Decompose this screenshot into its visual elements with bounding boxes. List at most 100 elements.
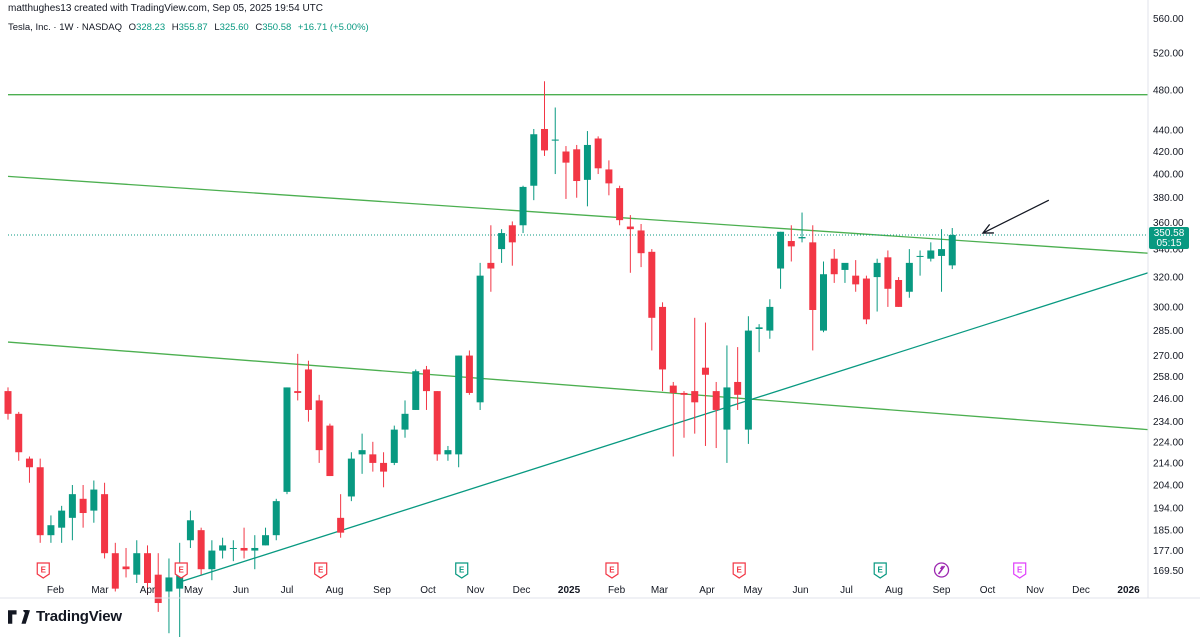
candle-up[interactable]: [948, 228, 956, 270]
candle-up[interactable]: [455, 355, 463, 468]
candle-up[interactable]: [916, 250, 924, 276]
trendline[interactable]: [7, 175, 1149, 254]
candle-down[interactable]: [380, 452, 388, 488]
candle-up[interactable]: [68, 485, 76, 541]
candle-down[interactable]: [304, 360, 312, 422]
candle-down[interactable]: [669, 381, 677, 457]
candle-down[interactable]: [326, 423, 334, 477]
candle-down[interactable]: [240, 527, 248, 559]
candle-up[interactable]: [744, 316, 752, 444]
event-marker-earnings[interactable]: E: [36, 562, 50, 579]
candle-down[interactable]: [508, 221, 516, 266]
candle-down[interactable]: [701, 322, 709, 446]
candle-down[interactable]: [422, 365, 430, 410]
candle-down[interactable]: [573, 144, 581, 198]
candle-down[interactable]: [884, 250, 892, 307]
candle-up[interactable]: [583, 131, 591, 207]
candle-up[interactable]: [766, 299, 774, 339]
candle-up[interactable]: [905, 249, 913, 298]
candle-up[interactable]: [401, 400, 409, 438]
candle-down[interactable]: [101, 482, 109, 559]
symbol-legend[interactable]: Tesla, Inc. · 1W · NASDAQ O328.23 H355.8…: [8, 22, 369, 33]
candle-down[interactable]: [541, 81, 549, 156]
candle-up[interactable]: [798, 212, 806, 243]
arrow-shaft[interactable]: [982, 199, 1050, 234]
candle-up[interactable]: [412, 369, 420, 410]
candle-up[interactable]: [176, 542, 184, 637]
candle-down[interactable]: [337, 494, 345, 538]
candle-up[interactable]: [186, 510, 194, 548]
tradingview-brand[interactable]: TradingView: [8, 608, 122, 625]
candle-up[interactable]: [819, 261, 827, 333]
event-marker-earnings[interactable]: E: [314, 562, 328, 579]
event-marker-split[interactable]: [933, 562, 950, 578]
candle-up[interactable]: [219, 537, 227, 559]
candle-up[interactable]: [58, 505, 66, 543]
candle-up[interactable]: [272, 498, 280, 541]
candle-down[interactable]: [852, 260, 860, 292]
candle-down[interactable]: [197, 527, 205, 575]
candle-up[interactable]: [755, 324, 763, 353]
candle-up[interactable]: [283, 387, 291, 495]
candle-down[interactable]: [862, 275, 870, 325]
candle-up[interactable]: [476, 262, 484, 410]
candle-up[interactable]: [229, 540, 237, 562]
trendline[interactable]: [7, 341, 1149, 431]
candle-up[interactable]: [498, 229, 506, 263]
candle-down[interactable]: [680, 391, 688, 438]
candle-up[interactable]: [938, 229, 946, 292]
event-marker-earnings[interactable]: E: [605, 562, 619, 579]
candle-down[interactable]: [122, 547, 130, 578]
candle-up[interactable]: [133, 540, 141, 583]
candle-down[interactable]: [15, 411, 23, 461]
candle-up[interactable]: [841, 262, 849, 283]
event-marker-upcoming[interactable]: E: [1013, 562, 1027, 579]
candle-down[interactable]: [895, 277, 903, 307]
candle-down[interactable]: [626, 215, 634, 273]
event-marker-earnings[interactable]: E: [174, 562, 188, 579]
price-axis[interactable]: 169.50 177.00 185.00 194.00 204.00 214.00 224.…: [1153, 14, 1184, 577]
candle-down[interactable]: [605, 160, 613, 196]
candle-down[interactable]: [143, 545, 151, 595]
candle-down[interactable]: [594, 136, 602, 175]
candle-down[interactable]: [433, 391, 441, 461]
candle-up[interactable]: [551, 107, 559, 175]
candle-up[interactable]: [873, 258, 881, 312]
candle-up[interactable]: [47, 515, 55, 543]
candle-down[interactable]: [787, 225, 795, 262]
event-marker-dividend[interactable]: E: [455, 562, 469, 579]
candle-up[interactable]: [262, 527, 270, 546]
candle-down[interactable]: [809, 225, 817, 351]
candle-up[interactable]: [347, 452, 355, 502]
candle-down[interactable]: [154, 553, 162, 612]
candle-down[interactable]: [691, 317, 699, 434]
candle-down[interactable]: [36, 458, 44, 543]
candle-up[interactable]: [530, 128, 538, 201]
candle-up[interactable]: [723, 345, 731, 463]
event-marker-earnings[interactable]: E: [732, 562, 746, 579]
candle-down[interactable]: [637, 223, 645, 268]
candle-up[interactable]: [358, 433, 366, 474]
candle-down[interactable]: [294, 353, 302, 401]
candle-up[interactable]: [927, 242, 935, 262]
candle-down[interactable]: [659, 302, 667, 392]
candle-up[interactable]: [208, 540, 216, 581]
time-axis[interactable]: Feb Mar Apr May Jun Jul Aug Sep Oct Nov Dec 2025 Feb…: [47, 585, 1140, 596]
candle-up[interactable]: [777, 231, 785, 289]
candle-up[interactable]: [90, 480, 98, 523]
candle-down[interactable]: [487, 225, 495, 292]
candle-down[interactable]: [79, 485, 87, 528]
candle-down[interactable]: [465, 350, 473, 395]
candle-up[interactable]: [519, 185, 527, 234]
candle-down[interactable]: [315, 394, 323, 463]
candle-down[interactable]: [712, 381, 720, 449]
candle-down[interactable]: [369, 441, 377, 472]
candle-up[interactable]: [251, 535, 259, 570]
candle-down[interactable]: [111, 542, 119, 592]
event-marker-dividend[interactable]: E: [873, 562, 887, 579]
candle-down[interactable]: [4, 387, 12, 420]
candle-up[interactable]: [390, 425, 398, 466]
candle-down[interactable]: [25, 456, 33, 483]
candle-up[interactable]: [165, 558, 173, 634]
